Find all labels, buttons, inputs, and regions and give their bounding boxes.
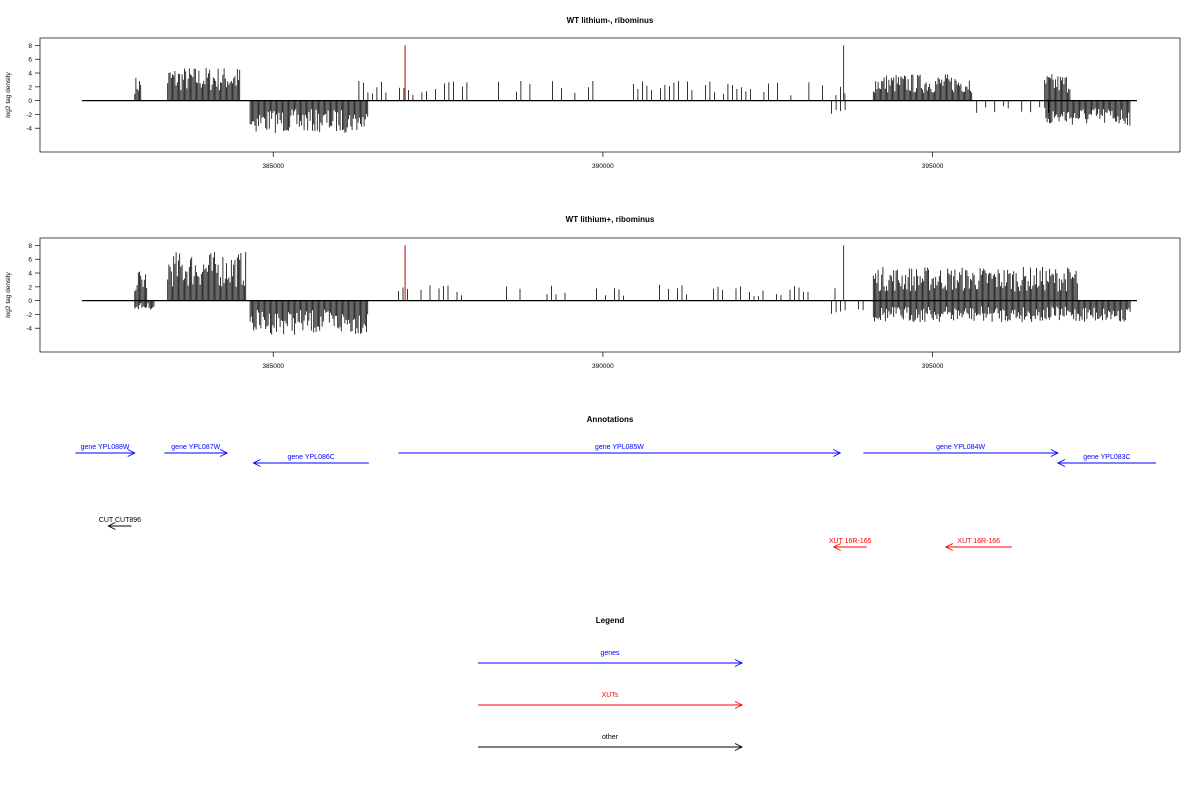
arrow-left-icon [832, 543, 841, 551]
y-tick-label: -2 [26, 312, 32, 319]
x-tick-label: 390000 [592, 163, 614, 170]
legend-label: XUTs [602, 692, 619, 699]
x-axis: 385000 390000 395000 [262, 352, 944, 370]
y-axis: 8 6 4 2 0 -2 -4 [26, 243, 40, 333]
arrow-left-icon [1056, 459, 1066, 467]
annotation-features: gene YPL088W gene YPL087W gene YPL086C gene… [75, 444, 1156, 551]
feature-label: CUT CUT896 [99, 517, 141, 524]
bar-series [134, 251, 1131, 335]
arrow-left-icon [944, 543, 953, 551]
y-tick-label: 0 [28, 298, 32, 305]
y-tick-label: 4 [28, 271, 32, 278]
y-tick-label: -4 [26, 326, 32, 333]
legend: Legend genes XUTs other [478, 616, 744, 751]
y-tick-label: 0 [28, 98, 32, 105]
arrow-right-icon [127, 449, 136, 457]
legend-items: genes XUTs other [478, 650, 744, 751]
annotation-feature: gene YPL085W [398, 444, 842, 457]
y-tick-label: 8 [28, 243, 32, 250]
y-tick-label: -2 [26, 112, 32, 119]
feature-label: gene YPL088W [81, 444, 130, 451]
x-tick-label: 390000 [592, 363, 614, 370]
legend-label: genes [600, 650, 620, 657]
arrow-right-icon [734, 701, 744, 709]
annotation-feature: gene YPL083C [1056, 454, 1156, 467]
feature-label: gene YPL084W [936, 444, 985, 451]
x-tick-label: 385000 [262, 163, 284, 170]
legend-item: other [478, 734, 744, 751]
plot-frame [39, 237, 1181, 353]
legend-label: other [602, 734, 619, 741]
feature-label: XUT 16R-166 [957, 538, 1000, 545]
annotation-feature: XUT 16R-166 [944, 538, 1012, 551]
feature-label: XUT 16R-165 [829, 538, 872, 545]
marker-lines [404, 245, 845, 301]
x-tick-label: 395000 [922, 163, 944, 170]
track-panel-lithium-plus: WT lithium+, ribominus log2 tag density … [5, 215, 1181, 370]
annotations-title: Annotations [587, 415, 634, 424]
y-tick-label: -4 [26, 126, 32, 133]
y-tick-label: 2 [28, 284, 32, 291]
arrow-right-icon [734, 659, 744, 667]
feature-label: gene YPL087W [171, 444, 220, 451]
x-axis: 385000 390000 395000 [262, 152, 944, 170]
arrow-right-icon [219, 449, 229, 457]
annotations-track: Annotations gene YPL088W gene YPL087Wgene… [75, 415, 1156, 551]
y-tick-label: 6 [28, 57, 32, 64]
y-tick-label: 6 [28, 257, 32, 264]
annotation-feature: gene YPL084W [863, 444, 1059, 457]
x-tick-label: 395000 [922, 363, 944, 370]
arrow-right-icon [833, 449, 842, 457]
y-tick-label: 4 [28, 71, 32, 78]
feature-label: gene YPL085W [595, 444, 644, 451]
arrow-right-icon [1050, 449, 1059, 457]
y-tick-label: 8 [28, 43, 32, 50]
feature-label: gene YPL083C [1083, 454, 1130, 461]
y-axis-label: log2 tag density [5, 271, 12, 317]
plot-frame [39, 37, 1181, 153]
annotation-feature: gene YPL086C [252, 454, 369, 467]
annotation-feature: gene YPL088W [75, 444, 136, 457]
y-axis-label: log2 tag density [5, 71, 12, 117]
y-tick-label: 2 [28, 84, 32, 91]
legend-item: XUTs [478, 692, 744, 709]
arrow-left-icon [252, 459, 261, 467]
legend-title: Legend [596, 616, 625, 625]
arrow-left-icon [107, 522, 116, 530]
track-panel-lithium-minus: WT lithium-, ribominus log2 tag density … [5, 16, 1181, 170]
x-tick-label: 385000 [262, 363, 284, 370]
annotation-feature: gene YPL087W [164, 444, 229, 457]
legend-item: genes [478, 650, 744, 667]
feature-label: gene YPL086C [287, 454, 334, 461]
panel-title: WT lithium+, ribominus [566, 215, 655, 224]
marker-lines [404, 45, 845, 101]
annotation-feature: CUT CUT896 [99, 517, 141, 530]
bar-series [134, 68, 1131, 133]
panel-title: WT lithium-, ribominus [567, 16, 654, 25]
annotation-feature: XUT 16R-165 [829, 538, 872, 551]
y-axis: 8 6 4 2 0 -2 -4 [26, 43, 40, 133]
arrow-right-icon [734, 743, 744, 751]
